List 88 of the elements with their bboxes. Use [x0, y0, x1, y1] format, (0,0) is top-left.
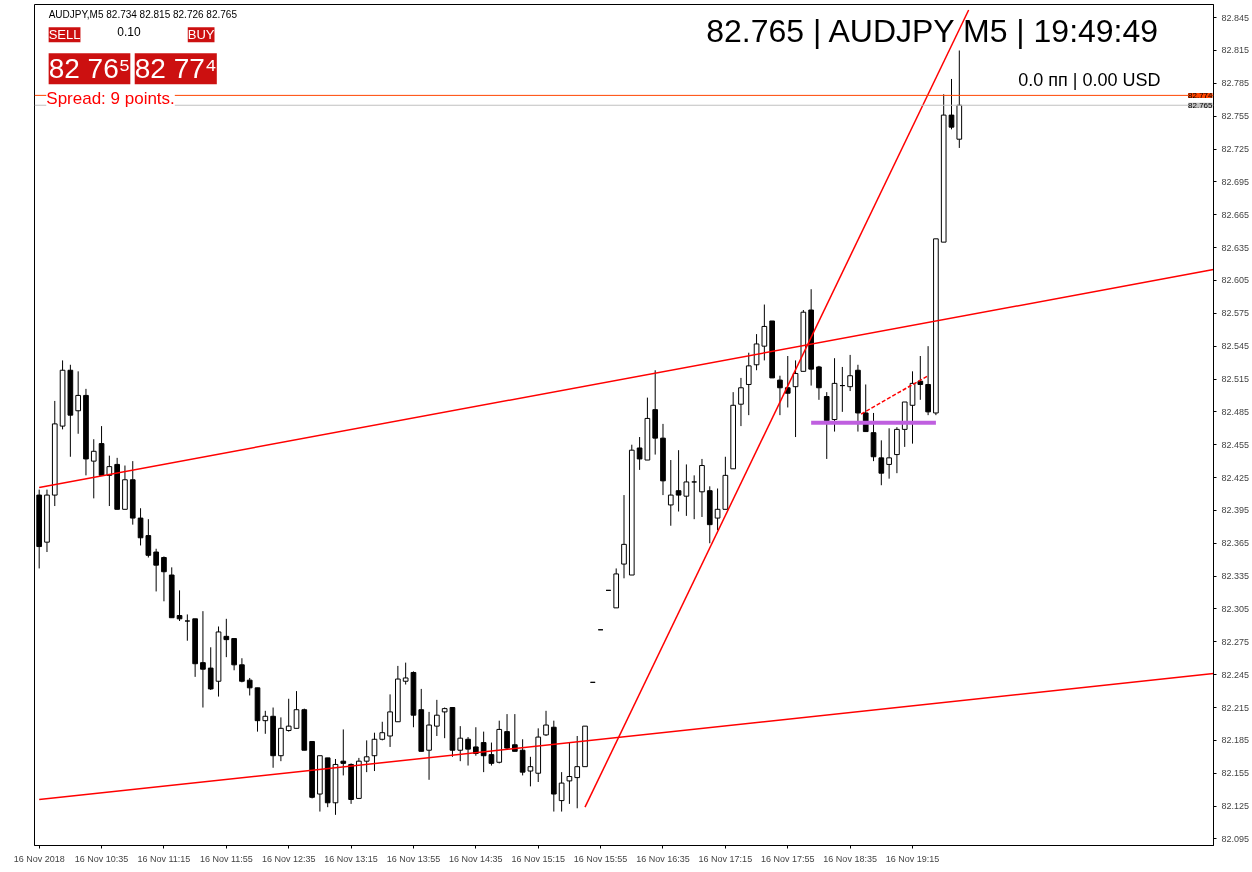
- candlestick: [200, 610, 206, 709]
- y-tick-label: 82.605: [1221, 275, 1250, 286]
- candlestick: [792, 359, 799, 438]
- candlestick: [948, 78, 955, 130]
- x-tick-label: 16 Nov 10:35: [74, 853, 129, 864]
- y-tick-label: 82.245: [1221, 669, 1250, 680]
- x-tick-label: 16 Nov 17:15: [698, 853, 753, 864]
- y-tick-label: 82.185: [1221, 735, 1250, 746]
- annotation: SELL: [48, 27, 81, 43]
- y-tick-label: 82.695: [1221, 176, 1250, 187]
- candlestick: [691, 474, 698, 520]
- x-tick-label: 16 Nov 11:15: [137, 853, 191, 864]
- y-tick-label: 82.755: [1221, 111, 1250, 122]
- y-tick-label: 82.545: [1221, 341, 1250, 352]
- y-tick-label: 82.515: [1221, 374, 1250, 385]
- x-tick-label: 16 Nov 16:35: [636, 853, 690, 864]
- x-tick-label: 16 Nov 12:35: [261, 853, 316, 864]
- candlestick: [363, 739, 370, 773]
- annotation: 0.0 пп | 0.00 USD: [1018, 70, 1161, 91]
- candlestick: [184, 613, 191, 642]
- x-tick-label: 16 Nov 14:35: [449, 853, 503, 864]
- x-tick-label: 16 Nov 13:55: [386, 853, 441, 864]
- candlestick: [90, 438, 97, 499]
- annotation: BUY: [187, 27, 215, 43]
- annotation: AUDJPY,M5 82.734 82.815 82.726 82.765: [48, 8, 238, 20]
- y-tick-label: 82.395: [1221, 505, 1250, 516]
- candlestick: [777, 375, 783, 416]
- candlestick: [667, 459, 674, 527]
- candlestick: [543, 710, 549, 737]
- candlestick: [784, 355, 791, 408]
- x-tick-label: 16 Nov 15:55: [573, 853, 628, 864]
- y-tick-label: 82.335: [1221, 571, 1250, 582]
- y-tick-label: 82.125: [1221, 801, 1250, 812]
- y-tick-label: 82.785: [1221, 78, 1250, 89]
- annotation: 82 76⁵: [48, 53, 131, 85]
- y-tick-label: 82.725: [1221, 144, 1250, 155]
- y-tick-label: 82.815: [1221, 45, 1250, 56]
- x-tick-label: 16 Nov 18:35: [823, 853, 877, 864]
- y-tick-label: 82.485: [1221, 406, 1250, 417]
- candlestick: [161, 555, 167, 602]
- y-tick-label: 82.365: [1221, 538, 1250, 549]
- annotation: Spread: 9 points.: [46, 89, 175, 109]
- y-tick-label: 82.155: [1221, 768, 1250, 779]
- y-tick-label: 82.095: [1221, 833, 1250, 844]
- candlestick: [340, 728, 347, 776]
- candlestick: [153, 548, 159, 592]
- annotation: 82.765 | AUDJPY M5 | 19:49:49: [706, 12, 1159, 49]
- annotation: 0.10: [117, 25, 141, 40]
- y-tick-label: 82.275: [1221, 636, 1250, 647]
- y-tick-label: 82.455: [1221, 439, 1250, 450]
- candlestick: [847, 354, 853, 392]
- candlestick: [434, 699, 440, 737]
- x-tick-label: 16 Nov 17:55: [760, 853, 815, 864]
- candlestick: [285, 698, 292, 733]
- candlestick: [738, 377, 744, 427]
- candlestick: [207, 646, 214, 691]
- y-tick-label: 82.665: [1221, 209, 1250, 220]
- candlestick: [886, 427, 892, 480]
- x-tick-label: 16 Nov 13:15: [324, 853, 378, 864]
- candlestick: [293, 690, 300, 729]
- candlestick: [745, 352, 752, 416]
- y-tick-label: 82.575: [1221, 308, 1250, 319]
- candlestick: [566, 742, 573, 805]
- candlestick: [504, 713, 510, 750]
- candlestick: [457, 725, 464, 762]
- candlestick: [714, 488, 721, 531]
- candlestick: [574, 735, 581, 809]
- x-tick-label: 16 Nov 11:55: [199, 853, 253, 864]
- candlestick: [465, 736, 471, 767]
- y-tick-label: 82.425: [1221, 472, 1250, 483]
- candlestick: [621, 494, 627, 579]
- x-tick-label: 16 Nov 15:15: [511, 853, 565, 864]
- candlestick: [816, 365, 822, 401]
- annotation: 82 77⁴: [134, 53, 217, 85]
- y-tick-label: 82.845: [1221, 12, 1250, 23]
- candlestick: [176, 589, 183, 622]
- candlestick: [371, 732, 378, 772]
- x-tick-label: 16 Nov 19:15: [885, 853, 940, 864]
- candlestick: [558, 771, 565, 813]
- candlestick: [239, 657, 245, 683]
- x-tick-label: 16 Nov 2018: [13, 853, 65, 864]
- candlestick: [75, 370, 82, 435]
- y-tick-label: 82.305: [1221, 603, 1250, 614]
- y-tick-label: 82.215: [1221, 702, 1250, 713]
- y-tick-label: 82.635: [1221, 242, 1250, 253]
- ref-line-label: 82.774: [1188, 90, 1214, 100]
- candlestick: [878, 439, 885, 486]
- ref-line-label: 82.765: [1188, 100, 1214, 110]
